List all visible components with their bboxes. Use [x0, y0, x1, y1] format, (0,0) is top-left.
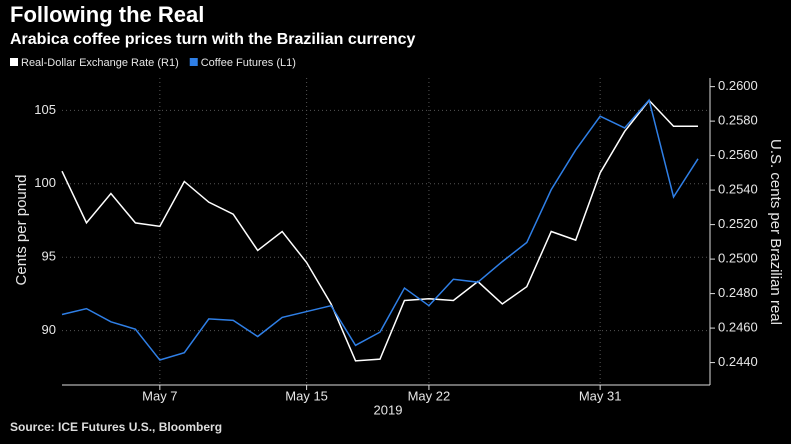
source: Source: ICE Futures U.S., Bloomberg — [10, 420, 222, 434]
x-tick-label: May 31 — [579, 388, 622, 403]
y-tick-label: 100 — [34, 175, 56, 190]
y2-tick-label: 0.2520 — [718, 216, 758, 231]
x-tick-label: May 7 — [142, 388, 177, 403]
legend-label: Real-Dollar Exchange Rate (R1) — [21, 57, 179, 69]
y2-axis-label: U.S. cents per Brazilian real — [767, 139, 784, 325]
legend-swatch — [10, 58, 18, 66]
y2-tick-label: 0.2440 — [718, 354, 758, 369]
y-tick-label: 105 — [34, 102, 56, 117]
legend-swatch — [189, 58, 198, 66]
y2-tick-label: 0.2500 — [718, 251, 758, 266]
y2-tick-label: 0.2560 — [718, 147, 758, 162]
y2-tick-label: 0.2540 — [718, 182, 758, 197]
y2-tick-label: 0.2600 — [718, 78, 758, 93]
y-tick-label: 90 — [42, 322, 56, 337]
x-tick-label: May 22 — [408, 388, 451, 403]
line-series — [61, 99, 698, 362]
y2-tick-label: 0.2580 — [718, 113, 758, 128]
y-tick-label: 95 — [42, 249, 56, 264]
y2-tick-label: 0.2480 — [718, 285, 758, 300]
line-series — [61, 98, 699, 361]
chart-title: Following the Real — [10, 2, 204, 27]
y-axis-label: Cents per pound — [13, 175, 30, 286]
legend-label: Coffee Futures (L1) — [201, 57, 296, 69]
x-axis-label: 2019 — [374, 402, 403, 417]
chart-subtitle: Arabica coffee prices turn with the Braz… — [10, 31, 416, 48]
x-tick-label: May 15 — [285, 388, 328, 403]
y2-tick-label: 0.2460 — [718, 320, 758, 335]
